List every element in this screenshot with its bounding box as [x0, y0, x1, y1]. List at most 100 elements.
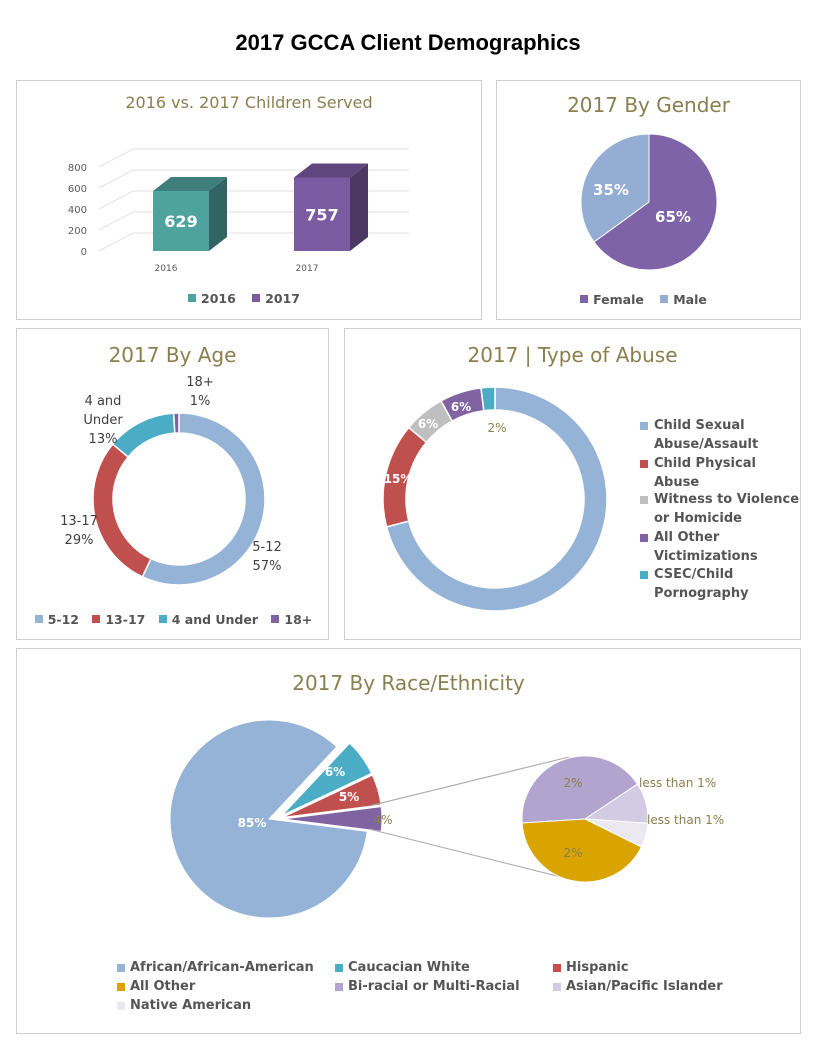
legend-label: 4 and Under	[171, 611, 259, 627]
pie-slice-4	[282, 806, 383, 832]
y-tick-label: 800	[68, 163, 87, 174]
legend-item-female: Female	[580, 292, 644, 307]
legend-item-5-12: 5-12	[34, 612, 79, 627]
pie-slice-female	[593, 133, 718, 271]
pie-value-label: 4%	[373, 813, 392, 827]
x-tick-label: 2016	[155, 264, 178, 274]
legend-item-18-plus: 18+	[271, 612, 312, 627]
bar-2017	[294, 177, 350, 251]
age-chart-title: 2017 By Age	[108, 343, 237, 367]
legend-item-2016: 2016	[188, 291, 236, 306]
legend-item-witness: Witness to Violence or Homicide	[640, 490, 800, 528]
pie-slice-3	[282, 774, 382, 818]
legend-label: 2016	[201, 290, 236, 306]
breakdown-value-label: 2%	[563, 846, 582, 860]
legend-label: Asian/Pacific Islander	[566, 979, 723, 994]
donut-data-label: 1%	[190, 394, 211, 409]
legend-item-physical: Child Physical Abuse	[640, 454, 800, 490]
legend-label: African/African-American	[130, 960, 314, 975]
legend-item-all-other: All Other	[117, 979, 195, 994]
legend-swatch	[580, 295, 589, 303]
bar-value-label: 757	[305, 205, 338, 224]
legend-swatch	[92, 615, 101, 623]
children-served-panel: 2016 vs. 2017 Children Served 0 200 400 600…	[16, 80, 482, 320]
donut-slice-1	[385, 386, 608, 612]
y-tick-label: 200	[68, 226, 87, 237]
children-chart-title: 2016 vs. 2017 Children Served	[125, 93, 373, 112]
breakdown-value-label: less than 1%	[647, 813, 724, 827]
legend-item-african: African/African-American	[117, 960, 314, 975]
race-pie-chart: 85% 6% 5% 4% 2% less than 1% less than 1% 2%	[169, 719, 724, 919]
legend-label: Female	[593, 291, 644, 307]
y-tick-label: 0	[81, 247, 87, 258]
legend-swatch	[335, 963, 343, 972]
donut-data-label: 18+	[186, 375, 213, 390]
pie-slice-2	[281, 742, 373, 816]
legend-label: Native American	[130, 998, 252, 1013]
legend-item-native: Native American	[117, 998, 251, 1013]
legend-item-asian: Asian/Pacific Islander	[553, 979, 723, 994]
grid-depth-line	[98, 190, 134, 210]
abuse-panel: 2017 | Type of Abuse 71% 15% 6% 6% 2% Child …	[344, 328, 801, 640]
y-tick-label: 600	[68, 184, 87, 195]
breakdown-value-label: 2%	[563, 776, 582, 790]
race-chart-title: 2017 By Race/Ethnicity	[292, 671, 525, 695]
pie-slice-male	[580, 133, 650, 243]
legend-label: CSEC/Child Pornography	[654, 567, 749, 601]
legend-swatch	[640, 422, 648, 430]
legend-label: Witness to Violence or Homicide	[654, 492, 800, 526]
pie-value-label: 5%	[339, 790, 359, 804]
page-title: 2017 GCCA Client Demographics	[235, 30, 581, 55]
legend-label: Child Sexual Abuse/Assault	[654, 418, 759, 452]
grid-depth-line	[98, 211, 134, 231]
legend-label: Hispanic	[566, 960, 629, 975]
legend-item-2017: 2017	[252, 291, 300, 306]
legend-label: All Other	[130, 979, 196, 994]
legend-swatch	[640, 571, 648, 579]
gender-legend: Female Male	[497, 291, 802, 307]
legend-swatch	[640, 534, 648, 542]
children-bar-chart: 0 200 400 600 800 629 2016 757 2017	[68, 148, 409, 274]
donut-data-label: 57%	[253, 559, 282, 574]
donut-data-label: 4 and	[85, 394, 122, 409]
legend-swatch	[34, 615, 43, 623]
bar-top-2016	[153, 176, 227, 191]
pie-value-label: 65%	[655, 208, 691, 226]
age-donut-chart: 5-12 57% 13-17 29% 4 and Under 13% 18+ 1%	[60, 375, 282, 586]
legend-swatch	[640, 460, 648, 468]
legend-swatch	[660, 295, 669, 303]
donut-data-label: 5-12	[252, 540, 282, 555]
legend-label: Caucacian White	[348, 960, 470, 975]
children-legend: 2016 2017	[17, 290, 483, 306]
legend-label: 2017	[265, 290, 300, 306]
legend-swatch	[158, 615, 167, 623]
pie-slice-1	[169, 719, 368, 919]
legend-swatch	[553, 982, 561, 991]
connector-line-top	[368, 756, 570, 807]
donut-value-label: 71%	[529, 552, 558, 566]
y-tick-label: 400	[68, 205, 87, 216]
race-panel: 2017 By Race/Ethnicity 85% 6% 5% 4% 2% less t…	[16, 648, 801, 1034]
breakdown-value-label: less than 1%	[639, 776, 716, 790]
abuse-legend: Child Sexual Abuse/Assault Child Physica…	[640, 416, 800, 603]
legend-label: All Other Victimizations	[654, 530, 758, 564]
donut-data-label: Under	[83, 413, 123, 428]
legend-item-13-17: 13-17	[92, 612, 145, 627]
legend-label: Bi-racial or Multi-Racial	[348, 979, 520, 994]
donut-slice-2	[92, 443, 152, 578]
donut-data-label: 13-17	[60, 514, 98, 529]
legend-label: Child Physical Abuse	[654, 456, 756, 490]
legend-swatch	[117, 982, 125, 991]
legend-item-hispanic: Hispanic	[553, 960, 629, 975]
abuse-chart-title: 2017 | Type of Abuse	[467, 343, 678, 367]
legend-item-male: Male	[660, 292, 707, 307]
grid-depth-line	[98, 148, 134, 168]
donut-slice-5	[480, 386, 496, 412]
donut-value-label: 6%	[451, 400, 471, 414]
legend-item-csec: CSEC/Child Pornography	[640, 565, 800, 603]
age-panel: 2017 By Age 5-12 57% 13-17 29% 4 and Under 13%…	[16, 328, 329, 640]
breakdown-slice-4	[521, 818, 643, 883]
pie-value-label: 6%	[325, 765, 345, 779]
breakdown-slice-1	[521, 755, 639, 824]
donut-value-label: 2%	[487, 421, 506, 435]
